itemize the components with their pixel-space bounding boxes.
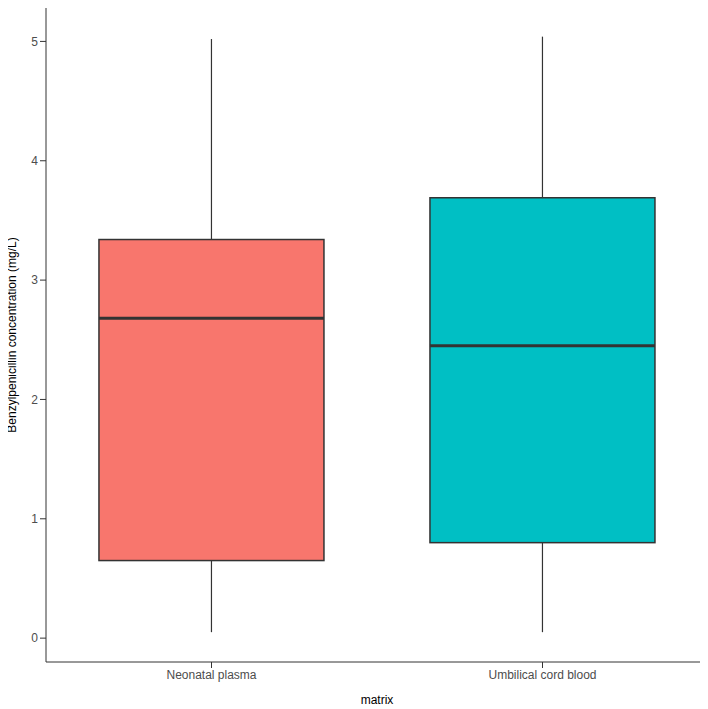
svg-text:4: 4 bbox=[31, 154, 38, 168]
svg-text:0: 0 bbox=[31, 631, 38, 645]
svg-text:Benzylpenicillin concentration: Benzylpenicillin concentration (mg/L) bbox=[8, 237, 19, 432]
svg-text:Neonatal plasma: Neonatal plasma bbox=[166, 668, 256, 682]
svg-text:2: 2 bbox=[31, 393, 38, 407]
svg-text:5: 5 bbox=[31, 35, 38, 49]
svg-text:matrix: matrix bbox=[361, 693, 394, 707]
svg-text:3: 3 bbox=[31, 273, 38, 287]
svg-text:1: 1 bbox=[31, 512, 38, 526]
svg-text:Umbilical cord blood: Umbilical cord blood bbox=[488, 668, 596, 682]
